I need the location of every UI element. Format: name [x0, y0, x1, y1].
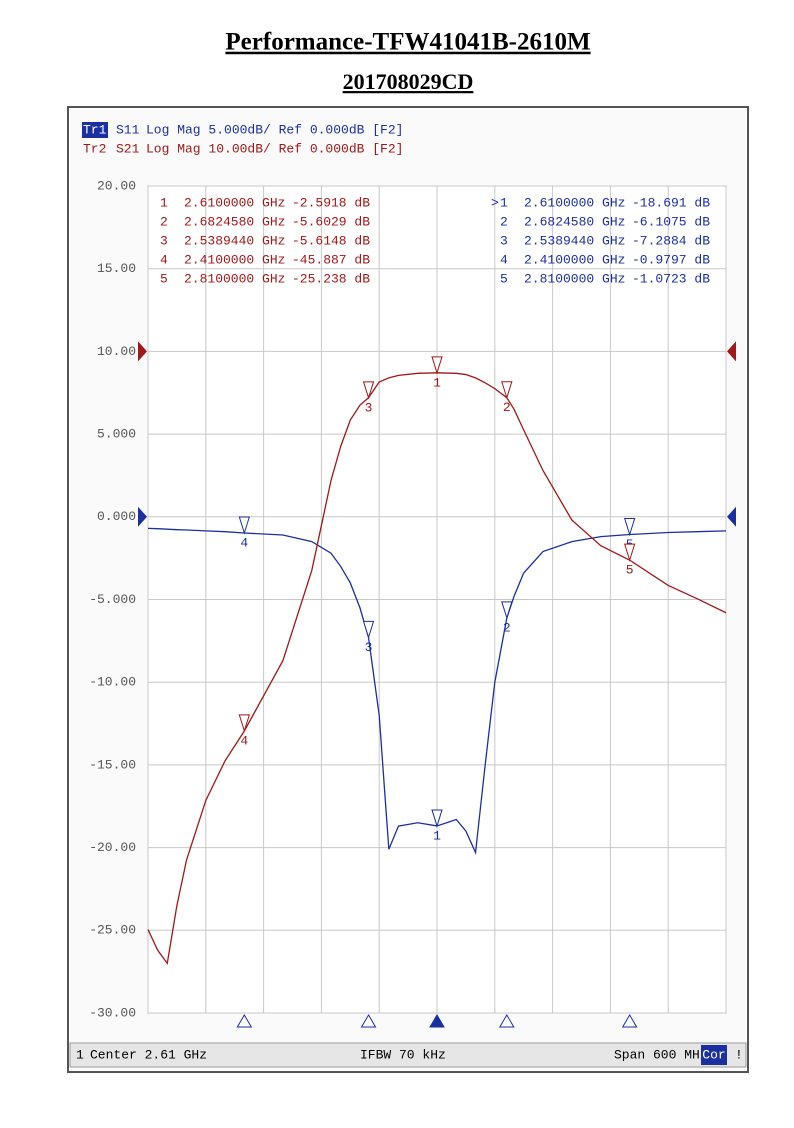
marker-value: -0.9797 dB — [632, 252, 710, 267]
trace-param: S21 — [116, 141, 140, 156]
y-tick-label: 20.00 — [97, 178, 136, 193]
active-trace-box — [82, 122, 108, 138]
stimulus-marker — [498, 1014, 515, 1028]
marker-value: -5.6029 dB — [292, 214, 370, 229]
marker — [431, 356, 443, 375]
marker-id: 1 — [500, 195, 508, 210]
trace-line — [147, 527, 727, 856]
marker-value: -25.238 dB — [292, 271, 370, 286]
y-tick-label: -25.00 — [89, 923, 136, 938]
marker-freq: 2.5389440 GHz — [524, 233, 625, 248]
trace-id: Tr1 — [83, 122, 107, 137]
marker-label: 1 — [433, 375, 441, 390]
marker-freq: 2.8100000 GHz — [184, 271, 285, 286]
marker-id: 5 — [160, 271, 168, 286]
marker-value: -5.6148 dB — [292, 233, 370, 248]
active-prefix: > — [491, 195, 499, 210]
trace-id: Tr2 — [83, 141, 106, 156]
marker-label: 4 — [240, 535, 248, 550]
marker-label: 5 — [626, 563, 634, 578]
marker-id: 3 — [500, 233, 508, 248]
status-bar — [69, 1042, 747, 1068]
marker — [623, 543, 636, 562]
marker — [362, 620, 375, 640]
marker-label: 2 — [503, 400, 511, 415]
ref-arrow — [138, 506, 147, 527]
marker-label: 2 — [503, 620, 511, 635]
channel: 1 — [76, 1047, 84, 1062]
marker-id: 1 — [160, 195, 168, 210]
y-tick-label: 0.000 — [97, 509, 136, 524]
marker-value: -45.887 dB — [292, 252, 370, 267]
stimulus-marker — [236, 1014, 253, 1028]
stimulus-marker — [360, 1014, 377, 1028]
stimulus-marker — [429, 1014, 445, 1028]
ref-arrow — [138, 341, 147, 362]
marker-value: -1.0723 dB — [632, 271, 710, 286]
y-tick-label: -20.00 — [89, 840, 136, 855]
marker-freq: 2.4100000 GHz — [524, 252, 625, 267]
y-tick-label: 5.000 — [97, 427, 136, 442]
trace-line — [147, 372, 727, 966]
ifbw: IFBW 70 kHz — [360, 1047, 446, 1062]
y-tick-label: -10.00 — [89, 675, 136, 690]
y-tick-label: -15.00 — [89, 757, 136, 772]
center: Center 2.61 GHz — [90, 1047, 207, 1062]
marker-label: 4 — [240, 733, 248, 748]
marker-freq: 2.6824580 GHz — [184, 214, 285, 229]
marker-id: 4 — [160, 252, 168, 267]
marker — [238, 714, 251, 733]
ref-arrow — [727, 341, 736, 362]
title: Performance-TFW41041B-2610M — [225, 29, 590, 56]
y-tick-label: 15.00 — [97, 261, 136, 276]
marker-id: 3 — [160, 233, 168, 248]
marker — [362, 381, 375, 400]
marker-freq: 2.8100000 GHz — [524, 271, 625, 286]
marker-label: 3 — [365, 400, 373, 415]
marker-label: 3 — [365, 640, 373, 655]
marker — [431, 809, 443, 828]
marker-value: -7.2884 dB — [632, 233, 710, 248]
marker — [623, 518, 636, 537]
marker — [501, 381, 513, 400]
stimulus-marker — [621, 1014, 638, 1028]
trace-format: Log Mag 5.000dB/ Ref 0.000dB [F2] — [146, 122, 403, 137]
marker — [238, 516, 251, 535]
marker-id: 5 — [500, 271, 508, 286]
flag: ! — [735, 1047, 743, 1062]
marker-freq: 2.6100000 GHz — [524, 195, 625, 210]
subtitle: 201708029CD — [343, 69, 474, 94]
marker-label: 1 — [433, 828, 441, 843]
marker-value: -2.5918 dB — [292, 195, 370, 210]
marker-freq: 2.5389440 GHz — [184, 233, 285, 248]
y-tick-label: -30.00 — [89, 1005, 136, 1020]
marker-id: 2 — [500, 214, 508, 229]
span: Span 600 MHz — [614, 1047, 708, 1062]
marker-id: 2 — [160, 214, 168, 229]
y-tick-label: -5.000 — [89, 592, 136, 607]
trace-param: S11 — [116, 122, 140, 137]
marker-freq: 2.6824580 GHz — [524, 214, 625, 229]
marker — [501, 601, 513, 620]
trace-format: Log Mag 10.00dB/ Ref 0.000dB [F2] — [146, 141, 403, 156]
ref-arrow — [727, 506, 736, 527]
cor-box — [701, 1045, 727, 1065]
marker-freq: 2.6100000 GHz — [184, 195, 285, 210]
marker-value: -6.1075 dB — [632, 214, 710, 229]
cor: Cor — [702, 1047, 725, 1062]
marker-id: 4 — [500, 252, 508, 267]
marker-freq: 2.4100000 GHz — [184, 252, 285, 267]
marker-value: -18.691 dB — [632, 195, 710, 210]
y-tick-label: 10.00 — [97, 344, 136, 359]
